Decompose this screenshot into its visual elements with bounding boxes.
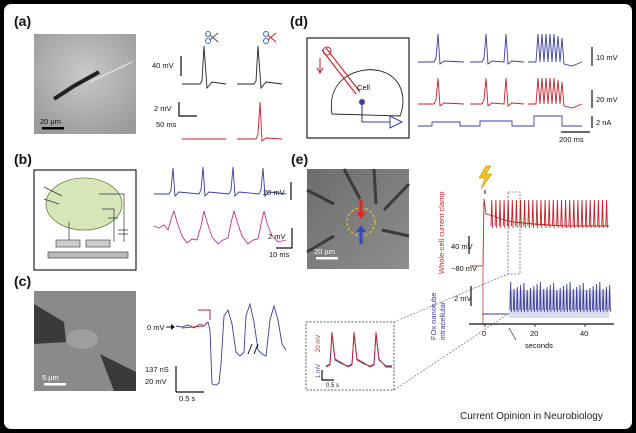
panel-e-x-tick-0: 0 bbox=[482, 329, 486, 338]
panel-d-i-text: 2 nA bbox=[596, 118, 611, 127]
panel-b-trace-magenta bbox=[153, 209, 287, 245]
panel-c-label: (c) bbox=[14, 273, 31, 289]
panel-e-x-tick-20: 20 bbox=[530, 329, 538, 338]
panel-e-v40-text: 40 mV bbox=[451, 242, 473, 251]
panel-d-blue-2 bbox=[470, 33, 525, 65]
panel-c-break-marks bbox=[247, 343, 259, 355]
panel-e-v2-text: 2 mV bbox=[454, 294, 472, 303]
panel-b-t-text: 10 ms bbox=[269, 250, 290, 259]
panel-e-vm80-text: −80 mV bbox=[451, 264, 477, 273]
panel-e-inset-scalebar bbox=[321, 370, 334, 381]
panel-e-zoom-line-2 bbox=[393, 313, 509, 391]
panel-a-scalebar-v2 bbox=[178, 102, 197, 117]
panel-e-intracellular-text: intracellular bbox=[438, 301, 447, 340]
panel-c-mv-text: 20 mV bbox=[145, 377, 167, 386]
panel-a-micrograph bbox=[34, 34, 136, 134]
panel-e-zoom-box bbox=[507, 191, 521, 275]
panel-c-zero-text: 0 mV bbox=[147, 323, 165, 332]
figure-panel: (a) 20 µm 40 mV 2 mV 50 ms (b) 20 mV 2 m… bbox=[4, 4, 632, 429]
panel-e-zoom-line-1 bbox=[393, 273, 509, 323]
panel-e-whole-cell-text: Whole-cell current clamp bbox=[437, 191, 446, 274]
panel-b-v1-text: 20 mV bbox=[263, 188, 285, 197]
panel-a-scale-text: 20 µm bbox=[40, 117, 61, 126]
panel-a-scalebar bbox=[42, 127, 64, 130]
panel-d-red-2 bbox=[470, 77, 525, 107]
panel-e-scalebar bbox=[316, 257, 338, 260]
panel-d-blue-3 bbox=[528, 33, 583, 67]
panel-e-cursor-mark bbox=[508, 327, 517, 341]
panel-d-v2-text: 20 mV bbox=[596, 95, 618, 104]
scissors-cut-icon bbox=[263, 31, 277, 44]
panel-c-scalebar bbox=[44, 383, 66, 386]
panel-c-trace-blue bbox=[175, 302, 287, 386]
lightning-bolt-icon bbox=[478, 165, 493, 190]
panel-e-nanotube-text: FOx nanotube bbox=[429, 292, 438, 340]
panel-b-label: (b) bbox=[14, 151, 32, 167]
panel-a-v2-text: 2 mV bbox=[154, 104, 172, 113]
panel-e-micrograph bbox=[307, 169, 409, 269]
panel-d-t-text: 200 ms bbox=[559, 135, 584, 144]
panel-c-ns-text: 137 nS bbox=[145, 365, 169, 374]
panel-d-current-steps bbox=[418, 115, 582, 127]
panel-d-v1-text: 10 mV bbox=[596, 53, 618, 62]
footer-journal: Current Opinion in Neurobiology bbox=[460, 411, 603, 422]
scissors-icon bbox=[205, 31, 219, 44]
panel-c-bracket bbox=[198, 309, 211, 320]
panel-a-t-text: 50 ms bbox=[156, 120, 177, 129]
panel-e-red-trace bbox=[482, 198, 609, 267]
panel-e-inset-v20: 20 mV bbox=[316, 335, 322, 352]
blue-arrowhead-icon bbox=[356, 225, 366, 232]
panel-e-label: (e) bbox=[291, 151, 308, 167]
panel-d-diagram-box bbox=[306, 37, 410, 139]
panel-e-inset-v1: 1 mV bbox=[316, 364, 322, 378]
panel-b-v2-text: 2 mV bbox=[268, 232, 286, 241]
panel-a-trace-black-1 bbox=[182, 45, 227, 90]
panel-c-scale-text: 5 µm bbox=[42, 373, 59, 382]
panel-e-x-tick-40: 40 bbox=[580, 329, 588, 338]
panel-e-x-unit: seconds bbox=[525, 341, 553, 350]
panel-e-inset-red bbox=[325, 331, 392, 368]
panel-a-label: (a) bbox=[14, 13, 31, 29]
panel-a-trace-red-2 bbox=[237, 101, 283, 142]
panel-a-pipette-shadow bbox=[52, 70, 100, 101]
panel-a-v1-text: 40 mV bbox=[152, 61, 174, 70]
panel-c-scalebar-axes bbox=[175, 366, 204, 393]
panel-d-blue-1 bbox=[418, 33, 465, 65]
panel-e-blue-trace bbox=[509, 281, 611, 318]
panel-a-trace-black-2 bbox=[237, 45, 283, 90]
panel-c-arrowhead-icon bbox=[171, 324, 175, 330]
panel-d-red-3 bbox=[528, 77, 583, 109]
panel-a-nanotube-probe bbox=[89, 61, 133, 83]
panel-b-scalebar-v2 bbox=[276, 228, 293, 249]
panel-b-trace-blue bbox=[154, 166, 287, 198]
panel-e-scale-text: 20 µm bbox=[314, 247, 335, 256]
panel-b-circuit-diagram bbox=[43, 177, 129, 259]
red-arrowhead-icon bbox=[356, 212, 366, 219]
figure-svg: (a) 20 µm 40 mV 2 mV 50 ms (b) 20 mV 2 m… bbox=[14, 13, 618, 422]
panel-c-trace-red bbox=[181, 321, 209, 329]
panel-d-cell-text: Cell bbox=[357, 83, 370, 92]
panel-c-pipettes bbox=[34, 304, 136, 391]
panel-e-x-ticks bbox=[484, 324, 586, 327]
panel-d-label: (d) bbox=[290, 13, 308, 29]
panel-e-inset-t: 0.5 s bbox=[326, 383, 339, 389]
panel-e-inset-box bbox=[305, 321, 395, 391]
panel-d-cell-diagram bbox=[316, 46, 404, 129]
panel-c-t-text: 0.5 s bbox=[179, 394, 196, 403]
panel-d-red-1 bbox=[418, 77, 465, 107]
